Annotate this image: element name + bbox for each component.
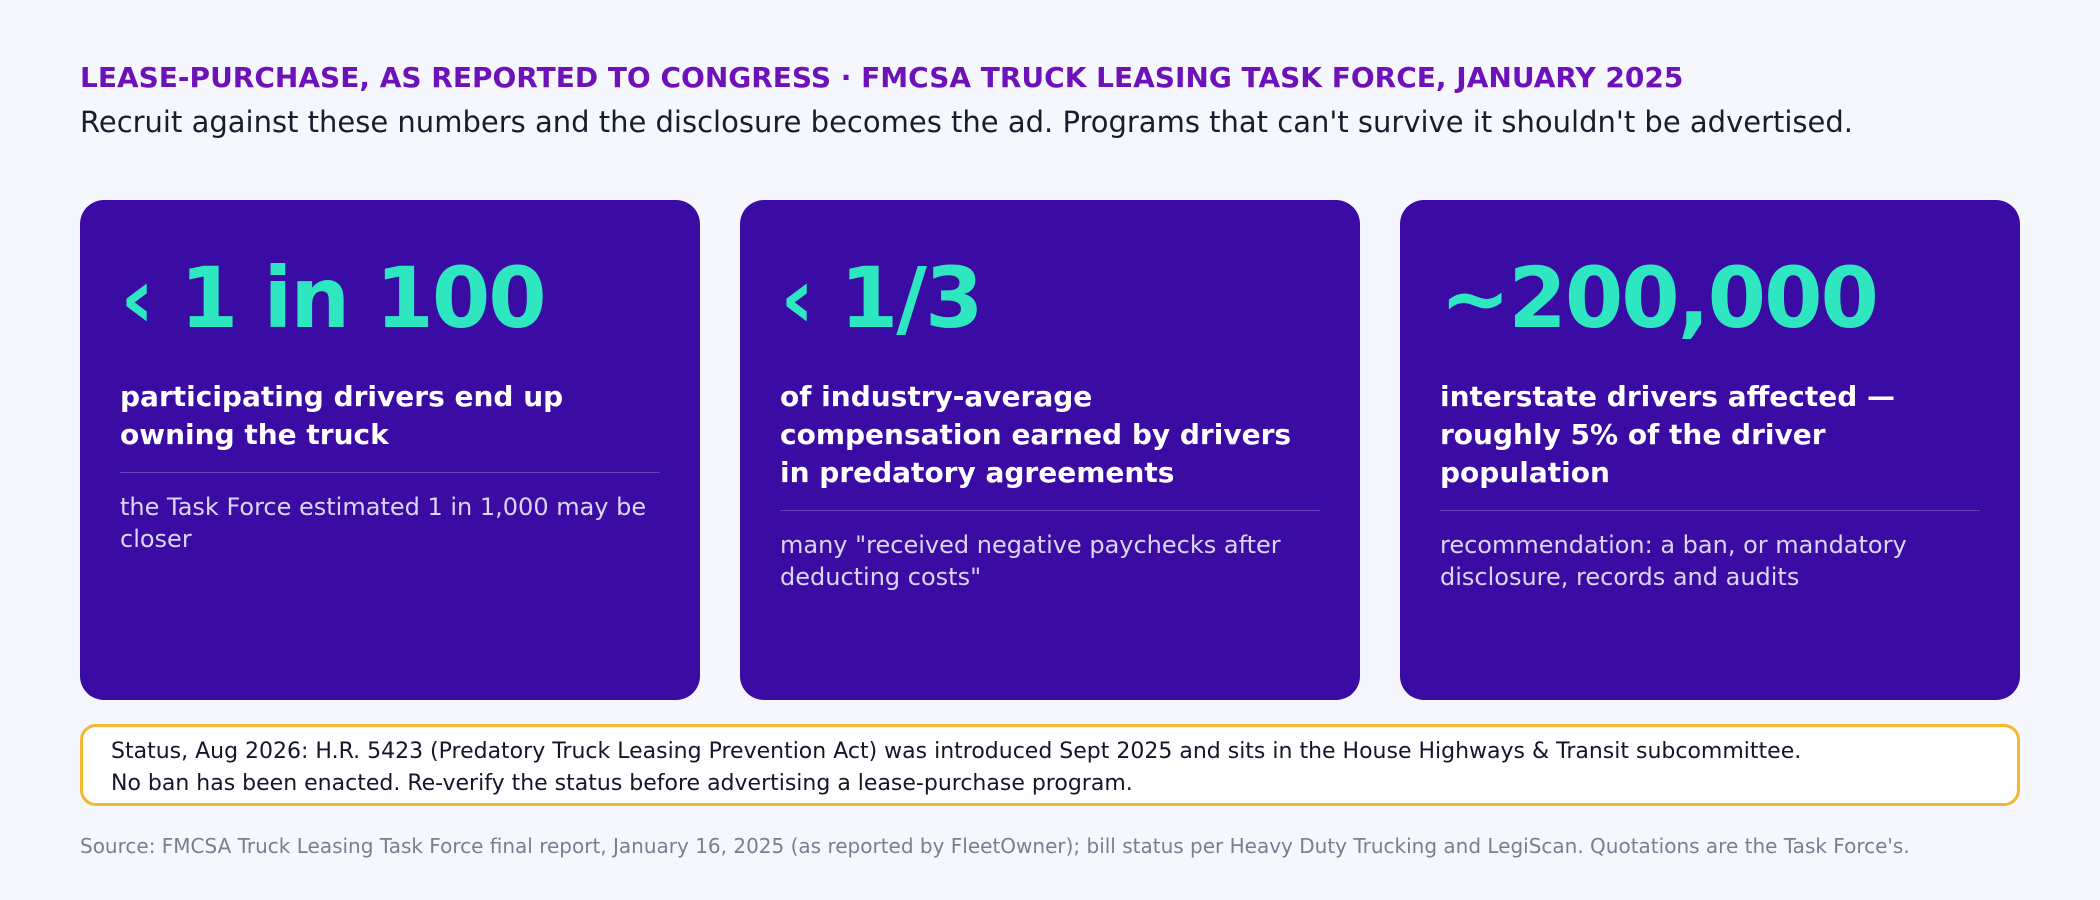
stat-headline: of industry-average compensation earned … xyxy=(780,378,1320,511)
stat-cards: ‹ 1 in 100 participating drivers end up … xyxy=(80,200,2020,700)
page-subtitle: Recruit against these numbers and the di… xyxy=(80,105,1854,139)
status-line-1: Status, Aug 2026: H.R. 5423 (Predatory T… xyxy=(111,739,1802,764)
page-kicker: LEASE-PURCHASE, AS REPORTED TO CONGRESS … xyxy=(80,61,1684,94)
stat-value: ~200,000 xyxy=(1440,249,1879,347)
stat-card-compensation: ‹ 1/3 of industry-average compensation e… xyxy=(740,200,1360,700)
stat-value: ‹ 1/3 xyxy=(780,249,983,347)
stat-note: recommendation: a ban, or mandatory disc… xyxy=(1440,531,1907,591)
stat-note: many "received negative paychecks after … xyxy=(780,531,1281,591)
stat-card-drivers-affected: ~200,000 interstate drivers affected — r… xyxy=(1400,200,2020,700)
status-callout: Status, Aug 2026: H.R. 5423 (Predatory T… xyxy=(80,724,2020,806)
stat-value: ‹ 1 in 100 xyxy=(120,249,547,347)
page: LEASE-PURCHASE, AS REPORTED TO CONGRESS … xyxy=(80,56,2020,858)
source-note: Source: FMCSA Truck Leasing Task Force f… xyxy=(80,834,1910,858)
stat-headline: participating drivers end up owning the … xyxy=(120,378,660,473)
status-line-2: No ban has been enacted. Re-verify the s… xyxy=(111,771,1133,796)
stat-note: the Task Force estimated 1 in 1,000 may … xyxy=(120,493,647,553)
stat-headline: interstate drivers affected — roughly 5%… xyxy=(1440,378,1980,511)
stat-card-ownership: ‹ 1 in 100 participating drivers end up … xyxy=(80,200,700,700)
